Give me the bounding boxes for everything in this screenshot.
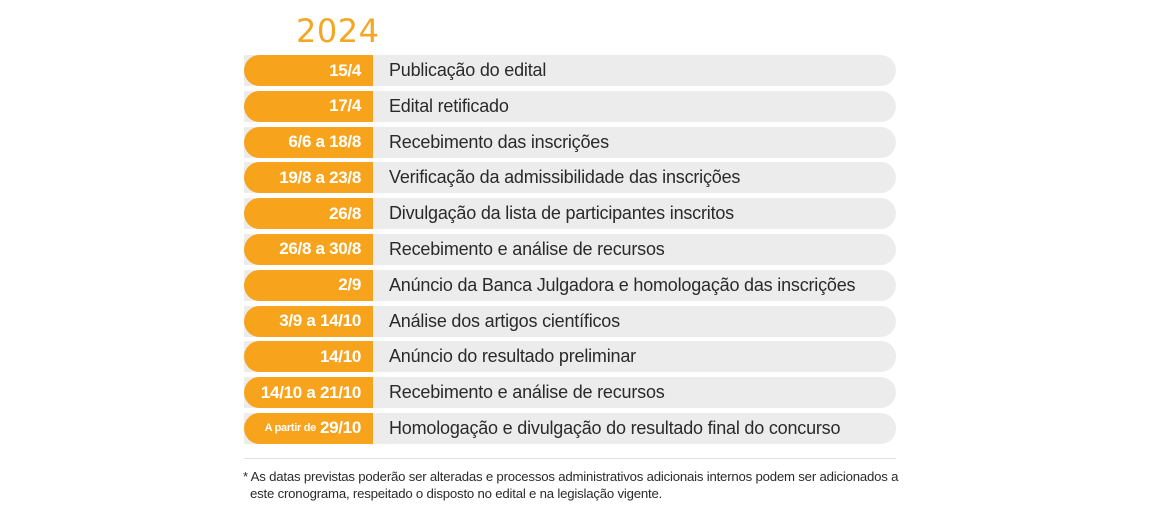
schedule-event: Edital retificado	[389, 95, 509, 116]
schedule-date: 15/4	[244, 55, 373, 86]
schedule-row: 17/4 Edital retificado	[244, 90, 896, 122]
schedule-row: 6/6 a 18/8 Recebimento das inscrições	[244, 126, 896, 158]
schedule-row: 15/4 Publicação do edital	[244, 55, 896, 86]
schedule-event: Recebimento das inscrições	[389, 131, 609, 152]
schedule-date: 3/9 a 14/10	[244, 305, 373, 337]
schedule-event: Recebimento e análise de recursos	[389, 238, 665, 259]
schedule-row: 3/9 a 14/10 Análise dos artigos científi…	[244, 305, 896, 337]
schedule-event: Anúncio da Banca Julgadora e homologação…	[389, 274, 856, 295]
schedule-date: 14/10 a 21/10	[244, 377, 373, 409]
schedule-date: A partir de 29/10	[244, 412, 373, 444]
schedule-date-prefix: A partir de	[264, 422, 317, 435]
schedule-event: Anúncio do resultado preliminar	[389, 346, 636, 367]
schedule-event: Recebimento e análise de recursos	[389, 382, 665, 403]
schedule-date: 26/8	[244, 198, 373, 230]
schedule-date: 2/9	[244, 269, 373, 301]
footnote-line-2: este cronograma, respeitado o disposto n…	[250, 486, 663, 501]
schedule-row: A partir de 29/10 Homologação e divulgaç…	[244, 412, 896, 444]
schedule-row: 2/9 Anúncio da Banca Julgadora e homolog…	[244, 269, 896, 301]
schedule-row: 19/8 a 23/8 Verificação da admissibilida…	[244, 162, 896, 194]
schedule-list: 15/4 Publicação do edital 17/4 Edital re…	[244, 55, 896, 449]
year-title: 2024	[296, 12, 380, 50]
schedule-date: 14/10	[244, 341, 373, 373]
schedule-event: Verificação da admissibilidade das inscr…	[389, 167, 741, 188]
schedule-row: 26/8 Divulgação da lista de participante…	[244, 198, 896, 230]
schedule-event: Divulgação da lista de participantes ins…	[389, 203, 734, 224]
footnote-line-1: * As datas previstas poderão ser alterad…	[243, 469, 899, 484]
footnote: * As datas previstas poderão ser alterad…	[243, 468, 903, 502]
schedule-row: 14/10 a 21/10 Recebimento e análise de r…	[244, 377, 896, 409]
schedule-event: Análise dos artigos científicos	[389, 310, 620, 331]
schedule-date-value: 29/10	[319, 418, 361, 438]
schedule-row: 14/10 Anúncio do resultado preliminar	[244, 341, 896, 373]
schedule-row: 26/8 a 30/8 Recebimento e análise de rec…	[244, 233, 896, 265]
schedule-event: Homologação e divulgação do resultado fi…	[389, 417, 841, 438]
schedule-date: 26/8 a 30/8	[244, 233, 373, 265]
footnote-divider	[244, 458, 896, 459]
schedule-event: Publicação do edital	[389, 60, 547, 80]
schedule-date: 19/8 a 23/8	[244, 162, 373, 194]
schedule-date: 6/6 a 18/8	[244, 126, 373, 158]
schedule-date: 17/4	[244, 90, 373, 122]
